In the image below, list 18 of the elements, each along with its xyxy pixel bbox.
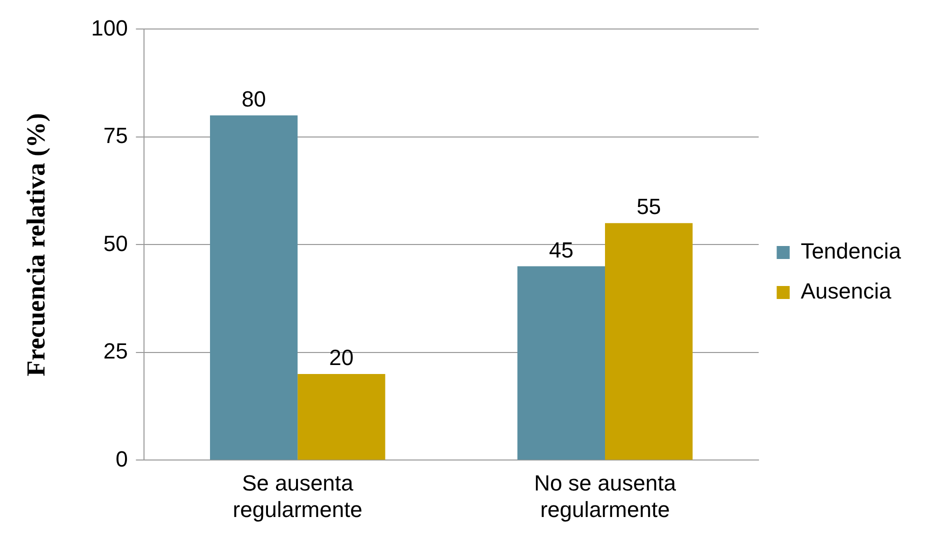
y-tick-label: 100 bbox=[91, 15, 128, 40]
data-label: 20 bbox=[329, 345, 354, 370]
y-tick-label: 75 bbox=[103, 123, 128, 148]
bar bbox=[210, 115, 298, 460]
y-tick-label: 50 bbox=[103, 230, 128, 256]
legend-label: Ausencia bbox=[800, 278, 892, 304]
bar bbox=[517, 266, 605, 460]
bar bbox=[298, 374, 386, 460]
legend-label: Tendencia bbox=[800, 238, 902, 264]
x-tick-label: Se ausenta regularmente bbox=[232, 470, 362, 522]
bar bbox=[605, 223, 693, 460]
y-tick-label: 25 bbox=[103, 338, 128, 364]
y-tick-label: 0 bbox=[116, 446, 128, 472]
y-axis-title: Frecuencia relativa (%) bbox=[21, 113, 50, 376]
data-label: 45 bbox=[548, 237, 574, 262]
data-label: 80 bbox=[242, 86, 266, 112]
data-label: 55 bbox=[636, 194, 662, 220]
x-tick-label: No se ausenta regularmente bbox=[534, 470, 677, 522]
